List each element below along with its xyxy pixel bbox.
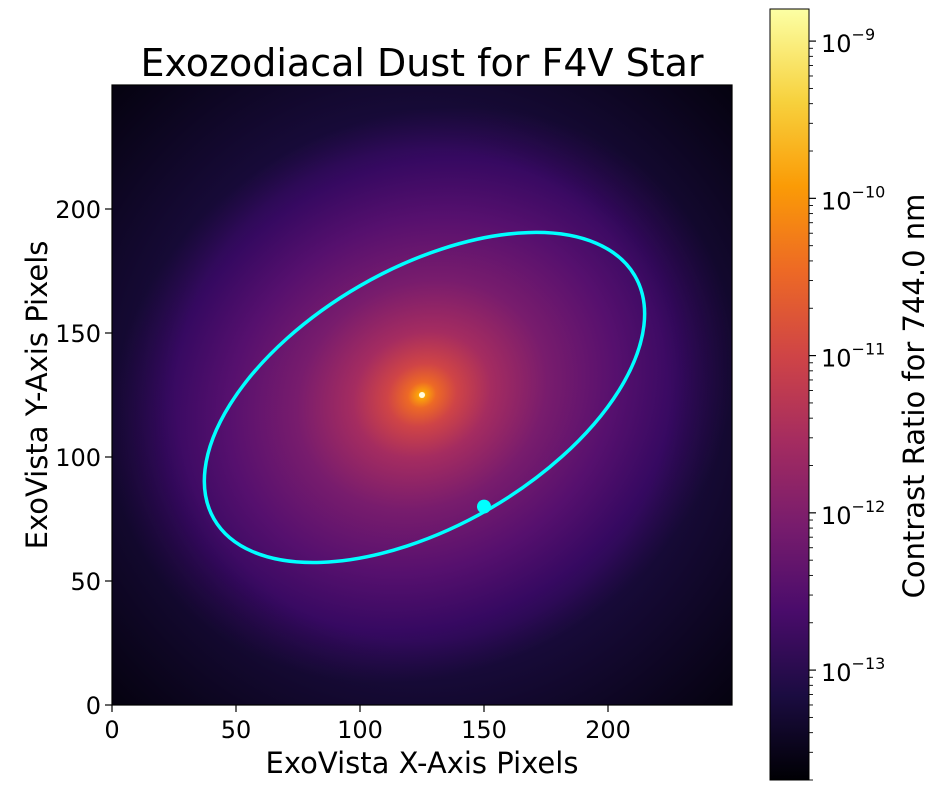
plot-area	[112, 85, 732, 705]
y-axis-label: ExoVista Y-Axis Pixels	[20, 241, 54, 550]
colorbar-tick-label: 10−9	[821, 25, 875, 58]
x-tick-label: 200	[585, 716, 631, 744]
colorbar	[769, 8, 810, 781]
y-tick-label: 0	[86, 692, 101, 720]
colorbar-label: Contrast Ratio for 744.0 nm	[897, 194, 931, 599]
y-tick-label: 50	[70, 568, 101, 596]
planet-marker	[477, 499, 491, 514]
y-axis-ticks: 0 50 100 150 200	[55, 196, 112, 720]
y-tick-label: 100	[55, 444, 101, 472]
colorbar-tick-label: 10−12	[821, 497, 885, 530]
colorbar-tick-label: 10−10	[821, 182, 885, 215]
colorbar-ticks: 10−9 10−10 10−11 10−12 10−13	[809, 25, 885, 781]
y-tick-label: 150	[55, 320, 101, 348]
x-tick-label: 100	[337, 716, 383, 744]
y-tick-label: 200	[55, 196, 101, 224]
x-tick-label: 0	[104, 716, 119, 744]
chart-title: Exozodiacal Dust for F4V Star	[140, 41, 703, 85]
x-tick-label: 150	[461, 716, 507, 744]
colorbar-tick-label: 10−13	[821, 654, 885, 687]
axes-frame	[111, 84, 733, 706]
colorbar-tick-label: 10−11	[821, 340, 885, 373]
x-axis-ticks: 0 50 100 150 200	[104, 705, 631, 744]
x-tick-label: 50	[221, 716, 252, 744]
star-center-marker	[419, 392, 425, 398]
x-axis-label: ExoVista X-Axis Pixels	[266, 746, 579, 780]
